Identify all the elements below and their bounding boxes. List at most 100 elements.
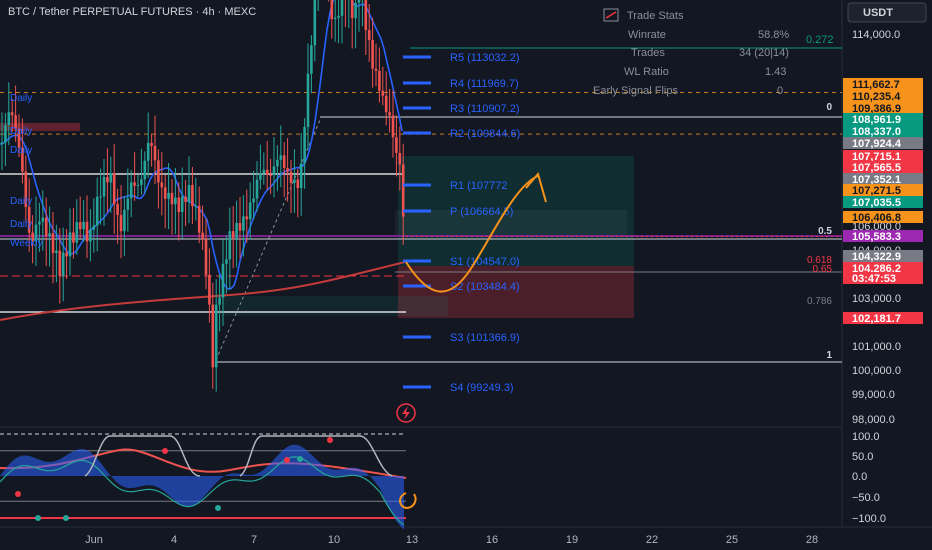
osc-signal-dot[interactable] xyxy=(162,448,168,454)
candle-body[interactable] xyxy=(7,112,11,125)
candle-body[interactable] xyxy=(146,142,150,161)
candle-body[interactable] xyxy=(82,221,85,230)
candle-body[interactable] xyxy=(160,182,164,188)
projection-arrow[interactable] xyxy=(405,171,547,293)
candle-body[interactable] xyxy=(364,0,368,31)
candle-body[interactable] xyxy=(58,250,62,277)
candle-body[interactable] xyxy=(167,192,170,199)
candle-body[interactable] xyxy=(252,198,255,203)
candle-body[interactable] xyxy=(17,128,21,148)
candle-body[interactable] xyxy=(299,163,303,189)
candle-body[interactable] xyxy=(184,196,187,203)
candle-body[interactable] xyxy=(153,145,157,161)
candle-body[interactable] xyxy=(123,209,126,232)
candle-body[interactable] xyxy=(289,171,293,183)
candle-body[interactable] xyxy=(286,167,289,172)
candle-body[interactable] xyxy=(265,169,269,175)
candle-body[interactable] xyxy=(174,197,177,205)
candle-body[interactable] xyxy=(248,202,252,220)
candle-body[interactable] xyxy=(354,2,357,19)
lightning-icon[interactable] xyxy=(396,403,416,423)
candle-body[interactable] xyxy=(163,187,167,199)
candle-body[interactable] xyxy=(259,173,262,180)
candle-body[interactable] xyxy=(95,196,99,226)
candle-body[interactable] xyxy=(395,137,398,153)
candle-body[interactable] xyxy=(313,0,317,46)
candle-body[interactable] xyxy=(262,169,266,174)
candle-body[interactable] xyxy=(44,217,48,237)
candle-body[interactable] xyxy=(31,232,34,241)
candle-body[interactable] xyxy=(350,0,354,19)
candle-body[interactable] xyxy=(231,231,235,238)
candle-body[interactable] xyxy=(24,171,28,208)
candle-body[interactable] xyxy=(367,30,371,40)
candle-body[interactable] xyxy=(4,124,7,143)
candles[interactable] xyxy=(0,0,405,392)
candle-body[interactable] xyxy=(85,221,89,242)
candle-body[interactable] xyxy=(21,147,24,172)
candle-body[interactable] xyxy=(27,207,31,233)
candle-body[interactable] xyxy=(55,250,58,254)
candle-body[interactable] xyxy=(0,142,4,145)
candle-body[interactable] xyxy=(99,196,102,198)
candle-body[interactable] xyxy=(225,259,228,264)
candle-body[interactable] xyxy=(398,152,402,165)
candle-body[interactable] xyxy=(116,203,119,215)
candle-body[interactable] xyxy=(255,179,259,199)
candle-body[interactable] xyxy=(157,160,160,183)
candle-body[interactable] xyxy=(333,17,337,19)
candle-body[interactable] xyxy=(78,222,82,230)
candle-body[interactable] xyxy=(296,179,300,189)
candle-body[interactable] xyxy=(10,112,14,116)
candle-body[interactable] xyxy=(371,39,374,69)
candle-body[interactable] xyxy=(129,182,133,199)
candle-body[interactable] xyxy=(221,263,225,298)
candle-body[interactable] xyxy=(378,70,381,91)
candle-body[interactable] xyxy=(106,176,109,183)
candle-body[interactable] xyxy=(14,115,17,129)
candle-body[interactable] xyxy=(102,176,106,197)
candle-body[interactable] xyxy=(279,155,283,160)
osc-signal-dot[interactable] xyxy=(284,457,290,463)
candle-body[interactable] xyxy=(143,160,147,180)
candle-body[interactable] xyxy=(180,196,184,213)
candle-body[interactable] xyxy=(204,239,208,275)
candle-body[interactable] xyxy=(381,90,385,96)
candle-body[interactable] xyxy=(282,155,286,168)
candle-body[interactable] xyxy=(89,229,92,242)
osc-signal-dot[interactable] xyxy=(297,456,303,462)
candle-body[interactable] xyxy=(126,198,130,210)
candle-body[interactable] xyxy=(194,205,198,207)
candle-body[interactable] xyxy=(374,68,378,71)
osc-signal-dot[interactable] xyxy=(35,515,41,521)
candle-body[interactable] xyxy=(41,217,45,222)
osc-signal-dot[interactable] xyxy=(15,491,21,497)
osc-signal-dot[interactable] xyxy=(63,515,69,521)
candle-body[interactable] xyxy=(51,233,55,254)
candle-body[interactable] xyxy=(218,297,221,305)
candle-body[interactable] xyxy=(170,192,174,205)
osc-signal-dot[interactable] xyxy=(327,437,333,443)
candle-body[interactable] xyxy=(269,174,272,176)
candle-body[interactable] xyxy=(34,224,38,241)
osc-signal-dot[interactable] xyxy=(215,505,221,511)
candle-body[interactable] xyxy=(109,173,113,183)
candle-body[interactable] xyxy=(61,252,65,277)
candle-body[interactable] xyxy=(72,232,75,243)
candle-body[interactable] xyxy=(140,179,143,185)
candle-body[interactable] xyxy=(136,184,140,186)
candle-body[interactable] xyxy=(245,216,249,220)
candle-body[interactable] xyxy=(401,164,405,217)
candle-body[interactable] xyxy=(357,0,361,3)
candle-body[interactable] xyxy=(211,304,215,368)
candle-body[interactable] xyxy=(330,0,334,19)
candle-body[interactable] xyxy=(191,184,194,207)
oscillator-pane[interactable] xyxy=(0,433,417,530)
date-axis[interactable]: Jun 4 7 10 13 16 19 22 25 28 xyxy=(85,534,818,546)
candle-body[interactable] xyxy=(112,173,116,204)
candle-body[interactable] xyxy=(38,221,41,225)
candle-body[interactable] xyxy=(214,304,218,368)
candle-body[interactable] xyxy=(276,159,279,167)
candle-body[interactable] xyxy=(384,95,388,113)
